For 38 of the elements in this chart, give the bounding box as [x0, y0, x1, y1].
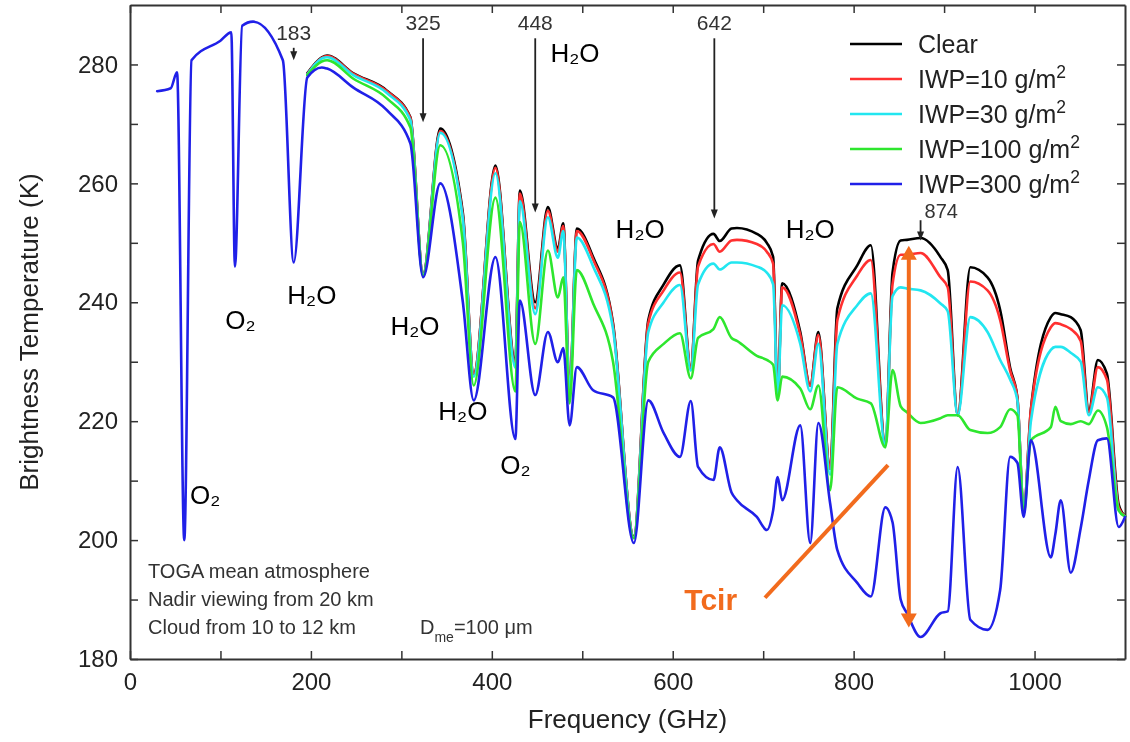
annotation: Nadir viewing from 20 km [148, 588, 374, 610]
annotation: 642 [696, 11, 732, 35]
annotation: 325 [405, 11, 441, 35]
x-tick-label: 200 [291, 668, 332, 696]
x-tick-label: 400 [472, 668, 513, 696]
annotation: H₂O [438, 395, 488, 426]
legend-label: Clear [918, 30, 978, 58]
legend-label: IWP=300 g/m$^{2}$ [918, 167, 1080, 198]
y-tick-label: 220 [77, 407, 118, 435]
y-tick-label: 240 [77, 288, 118, 316]
y-tick-label: 260 [77, 169, 118, 197]
annotation: TOGA mean atmosphere [148, 560, 370, 582]
y-tick-label: 200 [77, 526, 118, 554]
annotation: O₂ [500, 450, 531, 481]
legend-label: IWP=30 g/m$^{2}$ [918, 97, 1066, 128]
annotation: O₂ [225, 305, 256, 336]
legend-label: IWP=100 g/m$^{2}$ [918, 132, 1080, 163]
annotation: H₂O [390, 310, 440, 341]
x-tick-label: 800 [834, 668, 875, 696]
x-tick-label: 1000 [1008, 668, 1062, 696]
annotation: H₂O [615, 213, 665, 244]
x-tick-label: 600 [653, 668, 694, 696]
y-tick-label: 280 [77, 50, 118, 78]
annotation: 874 [924, 200, 958, 223]
annotation: 448 [517, 11, 553, 35]
annotation: Cloud from 10 to 12 km [148, 616, 356, 638]
annotation: D$_{me}$=100 μm [420, 616, 533, 645]
y-axis-title: Brightness Temperature (K) [14, 173, 44, 491]
annotation: H₂O [785, 213, 835, 244]
annotation: H₂O [287, 280, 337, 311]
annotation: Tcir [684, 583, 738, 617]
legend-label: IWP=10 g/m$^{2}$ [918, 62, 1066, 93]
x-tick-label: 0 [123, 668, 138, 696]
annotation: 183 [276, 20, 312, 44]
annotation: H₂O [550, 37, 600, 68]
x-axis-title: Frequency (GHz) [527, 704, 728, 734]
annotation: O₂ [189, 480, 221, 511]
y-tick-label: 180 [77, 645, 118, 673]
